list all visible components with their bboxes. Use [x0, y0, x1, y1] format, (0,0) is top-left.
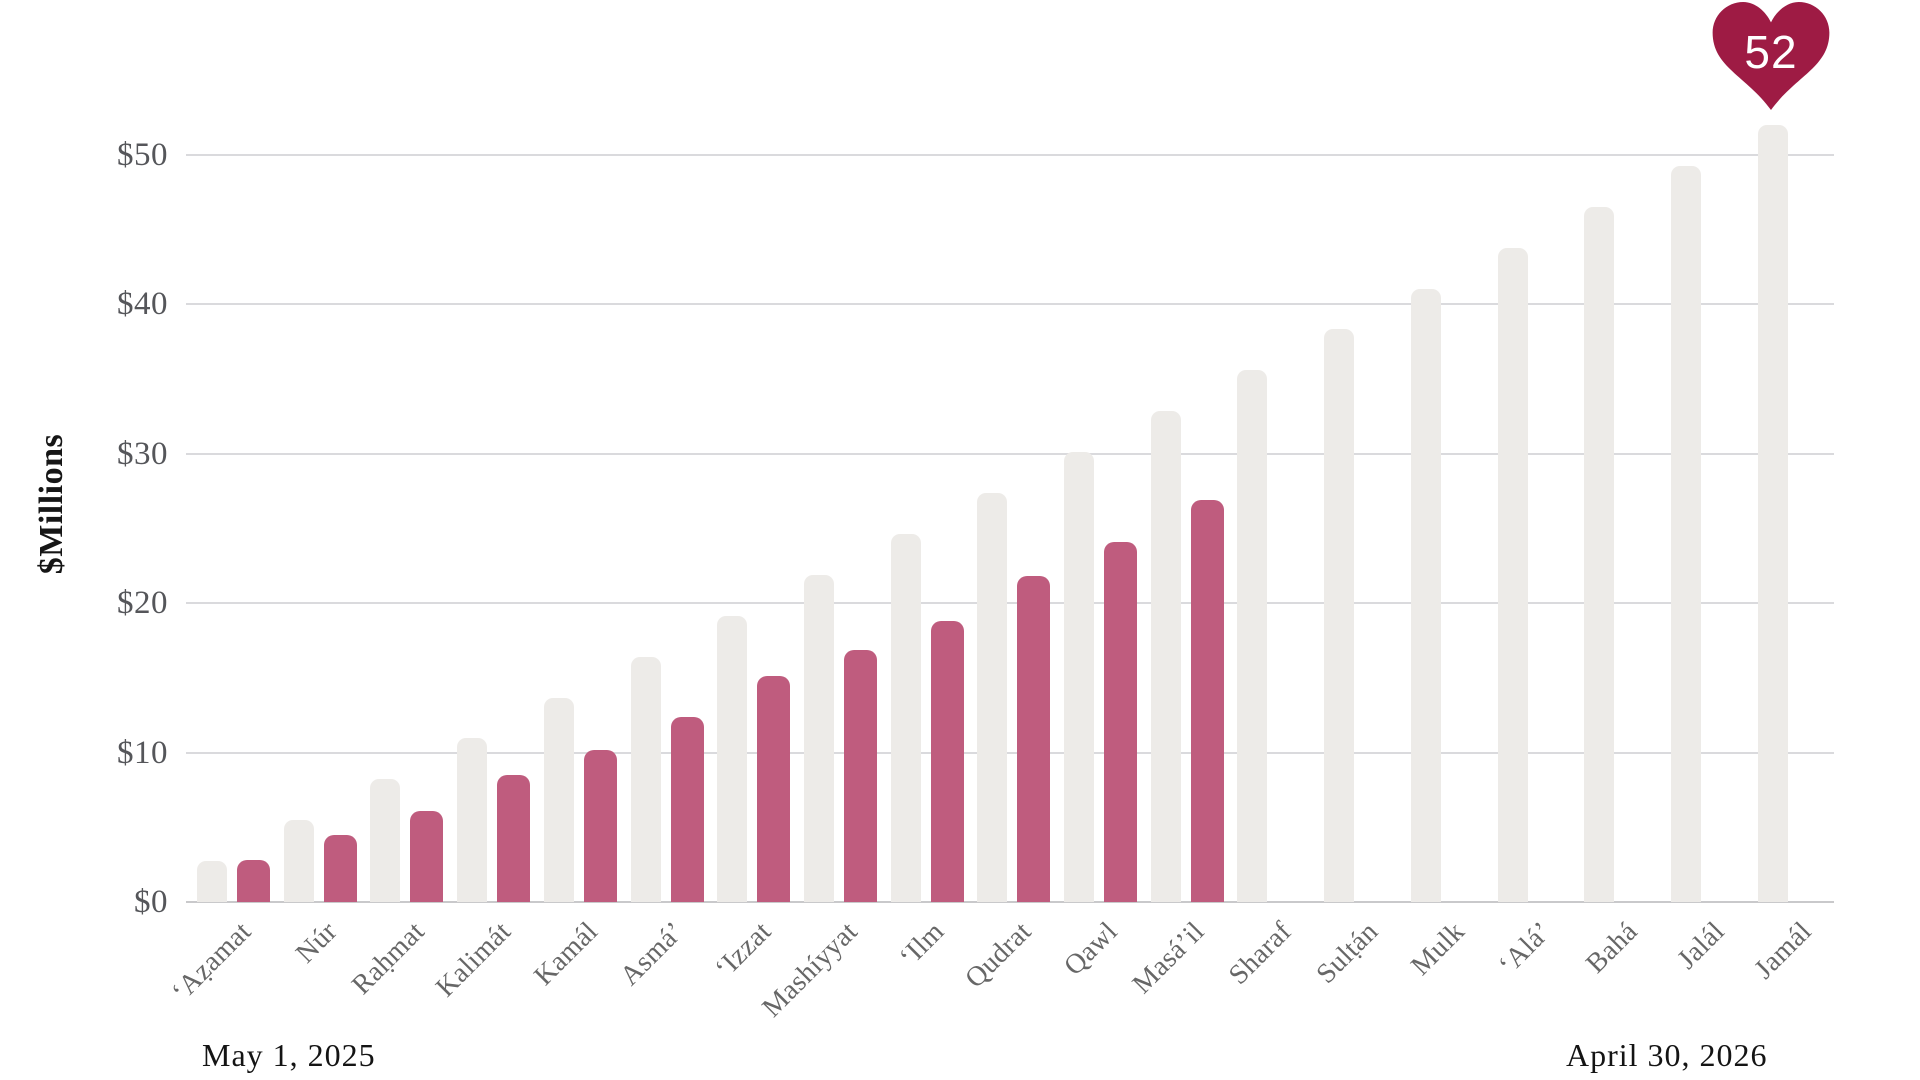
x-tick-label: ‘Aẓamat: [165, 916, 257, 1008]
goal-bar: [1410, 289, 1441, 902]
x-tick-label: Jalál: [1671, 916, 1731, 976]
goal-bar: [630, 657, 661, 902]
x-tick-label: ‘Ilm: [893, 916, 951, 973]
goal-bar: [197, 861, 227, 902]
actual-bar: [843, 650, 877, 902]
gridline: [186, 154, 1834, 156]
goal-bar: [1584, 207, 1615, 902]
heart-badge: 52: [1712, 2, 1830, 110]
y-tick-label: $40: [117, 286, 168, 323]
x-tick-label: ‘Alá’: [1492, 916, 1558, 981]
x-tick-label: Sulṭán: [1310, 916, 1385, 990]
x-tick-label: ‘Izzat: [708, 916, 778, 985]
goal-bar: [543, 698, 574, 902]
goal-bar: [803, 575, 834, 902]
x-tick-label: Qudrat: [959, 916, 1038, 995]
actual-bar: [410, 811, 444, 902]
actual-bar: [1104, 542, 1137, 902]
goal-bar: [283, 820, 314, 902]
goal-bar: [717, 616, 748, 902]
gridline: [186, 303, 1834, 306]
actual-bar: [1190, 500, 1224, 902]
gridline: [186, 751, 1834, 754]
start-date-label: May 1, 2025: [202, 1037, 376, 1073]
x-tick-label: Kamál: [527, 916, 604, 992]
y-tick-label: $20: [117, 585, 168, 622]
x-tick-label: Bahá: [1580, 916, 1645, 980]
y-tick-label: $30: [117, 435, 168, 472]
y-tick-label: $10: [117, 734, 168, 771]
goal-bar: [977, 493, 1008, 902]
goal-bar: [1497, 248, 1528, 902]
actual-bar: [930, 621, 964, 902]
x-tick-label: Masá’il: [1126, 916, 1211, 1000]
end-date-label: April 30, 2026: [1566, 1037, 1768, 1073]
goal-bar: [890, 534, 921, 902]
goal-bar: [1064, 452, 1094, 902]
x-tick-label: Mulk: [1405, 916, 1471, 982]
axis-baseline: [186, 901, 1834, 903]
gridline: [186, 602, 1834, 605]
heart-icon: [1712, 2, 1830, 110]
actual-bar: [323, 835, 357, 902]
actual-bar: [583, 750, 617, 902]
x-tick-label: Asmá’: [614, 916, 691, 992]
x-tick-label: Kalimát: [429, 916, 518, 1004]
heart-value: 52: [1744, 26, 1798, 78]
goal-bar: [370, 779, 401, 902]
goal-bar: [1757, 125, 1788, 902]
x-tick-label: Qawl: [1058, 916, 1124, 982]
y-tick-label: $0: [134, 884, 168, 920]
x-tick-label: Núr: [290, 916, 344, 970]
x-tick-label: Raḥmat: [345, 916, 431, 1001]
actual-bar: [1017, 576, 1051, 902]
y-tick-label: $50: [117, 137, 168, 173]
actual-bar: [237, 860, 270, 902]
goal-bar: [457, 738, 488, 902]
goal-bar: [1237, 370, 1268, 902]
goal-bar: [1324, 329, 1355, 902]
goal-bar: [1670, 166, 1701, 902]
goal-bar: [1150, 411, 1181, 902]
actual-bar: [757, 676, 791, 902]
gridline: [186, 452, 1834, 455]
x-tick-label: Jamál: [1748, 916, 1818, 986]
x-tick-label: Sharaf: [1222, 916, 1298, 991]
actual-bar: [670, 717, 704, 902]
actual-bar: [497, 775, 531, 902]
